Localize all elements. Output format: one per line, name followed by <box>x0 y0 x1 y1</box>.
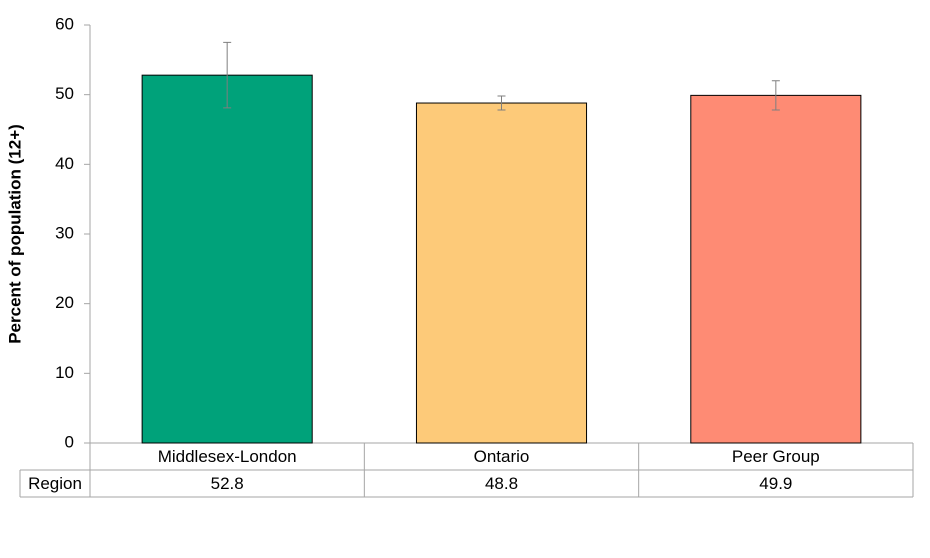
y-tick-label: 60 <box>55 14 74 33</box>
error-bar <box>497 95 506 111</box>
table-value: 52.8 <box>211 474 244 493</box>
y-tick-label: 30 <box>55 223 74 242</box>
table-value: 48.8 <box>485 474 518 493</box>
error-bar <box>771 80 780 111</box>
bar <box>141 74 313 444</box>
x-tick-label: Middlesex-London <box>158 447 297 466</box>
x-tick-label: Ontario <box>474 447 530 466</box>
error-bar <box>223 41 232 109</box>
y-tick-label: 40 <box>55 154 74 173</box>
bar <box>415 102 588 444</box>
table-value: 49.9 <box>759 474 792 493</box>
y-tick-label: 20 <box>55 293 74 312</box>
y-tick-label: 0 <box>65 432 74 451</box>
y-tick-label: 10 <box>55 363 74 382</box>
x-tick-label: Peer Group <box>732 447 820 466</box>
y-axis-label: Percent of population (12+) <box>5 124 24 344</box>
y-tick-label: 50 <box>55 84 74 103</box>
bar <box>690 94 862 444</box>
table-row-label: Region <box>28 474 82 493</box>
